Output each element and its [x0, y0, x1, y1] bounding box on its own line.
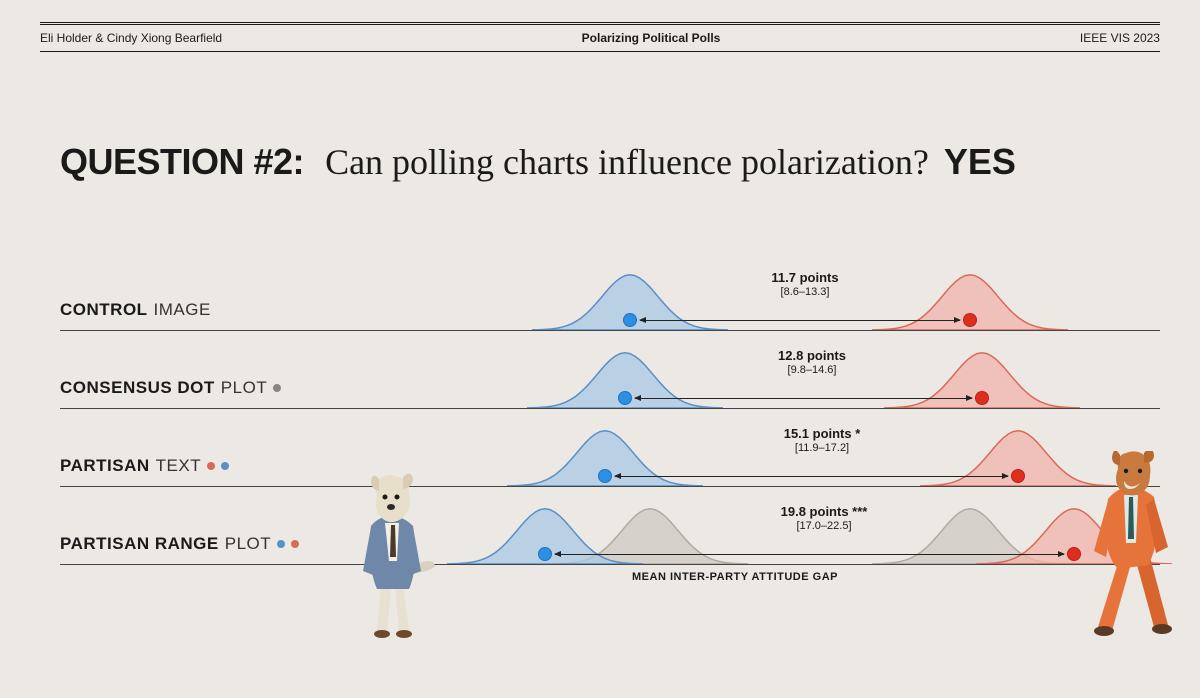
chart-row: CONTROLIMAGE 11.7 points[8.6–13.3] [60, 253, 1160, 331]
gap-arrow [635, 398, 972, 399]
chart-area: CONTROLIMAGE 11.7 points[8.6–13.3] CONSENS… [60, 253, 1160, 583]
mean-dot-blue [623, 313, 637, 327]
row-label: PARTISANTEXT [60, 456, 229, 476]
chart-row: CONSENSUS DOTPLOT 12.8 points[9.8–14.6] [60, 331, 1160, 409]
legend-dot-icon [221, 462, 229, 470]
mean-dot-blue [598, 469, 612, 483]
chart-row: PARTISANTEXT 15.1 points *[11.9–17.2] [60, 409, 1160, 487]
row-label: PARTISAN RANGEPLOT [60, 534, 299, 554]
gap-label: 11.7 points[8.6–13.3] [771, 270, 838, 300]
character-dog-icon [343, 471, 443, 641]
row-label: CONSENSUS DOTPLOT [60, 378, 281, 398]
character-fox-icon [1078, 451, 1188, 641]
legend-dot-icon [273, 384, 281, 392]
mean-dot-red [963, 313, 977, 327]
gap-arrow [640, 320, 960, 321]
header-authors: Eli Holder & Cindy Xiong Bearfield [40, 31, 222, 45]
row-label: CONTROLIMAGE [60, 300, 211, 320]
header-venue: IEEE VIS 2023 [1080, 31, 1160, 45]
mean-dot-blue [618, 391, 632, 405]
question-answer: YES [944, 141, 1016, 182]
legend-dot-icon [277, 540, 285, 548]
gap-label: 12.8 points[9.8–14.6] [778, 348, 846, 378]
gap-label: 15.1 points *[11.9–17.2] [784, 426, 861, 456]
header-title: Polarizing Political Polls [582, 31, 721, 45]
chart-row: PARTISAN RANGEPLOT 19.8 points ***[17.0–2… [60, 487, 1160, 565]
legend-dot-icon [207, 462, 215, 470]
gap-arrow [555, 554, 1064, 555]
gap-arrow [615, 476, 1008, 477]
legend-dot-icon [291, 540, 299, 548]
gap-label: 19.8 points ***[17.0–22.5] [781, 504, 868, 534]
mean-dot-red [1011, 469, 1025, 483]
question-text: Can polling charts influence polarizatio… [325, 142, 929, 182]
page-header: Eli Holder & Cindy Xiong Bearfield Polar… [40, 22, 1160, 52]
slide-title: QUESTION #2: Can polling charts influenc… [60, 142, 1140, 183]
mean-dot-blue [538, 547, 552, 561]
mean-dot-red [975, 391, 989, 405]
question-label: QUESTION #2: [60, 141, 304, 182]
